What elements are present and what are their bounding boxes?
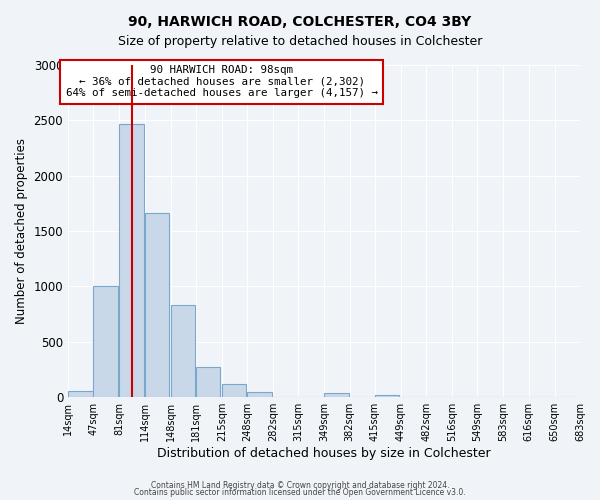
Bar [196,368,220,397]
Bar [247,392,272,397]
Bar [170,306,195,397]
Bar [119,124,144,397]
Text: 90 HARWICH ROAD: 98sqm
← 36% of detached houses are smaller (2,302)
64% of semi-: 90 HARWICH ROAD: 98sqm ← 36% of detached… [65,65,377,98]
Bar [325,394,349,397]
Bar [222,384,247,397]
Text: Contains HM Land Registry data © Crown copyright and database right 2024.: Contains HM Land Registry data © Crown c… [151,480,449,490]
Text: Size of property relative to detached houses in Colchester: Size of property relative to detached ho… [118,35,482,48]
Bar [145,214,169,397]
X-axis label: Distribution of detached houses by size in Colchester: Distribution of detached houses by size … [157,447,491,460]
Bar [375,395,400,397]
Bar [93,286,118,397]
Y-axis label: Number of detached properties: Number of detached properties [15,138,28,324]
Bar [68,391,92,397]
Text: Contains public sector information licensed under the Open Government Licence v3: Contains public sector information licen… [134,488,466,497]
Text: 90, HARWICH ROAD, COLCHESTER, CO4 3BY: 90, HARWICH ROAD, COLCHESTER, CO4 3BY [128,15,472,29]
